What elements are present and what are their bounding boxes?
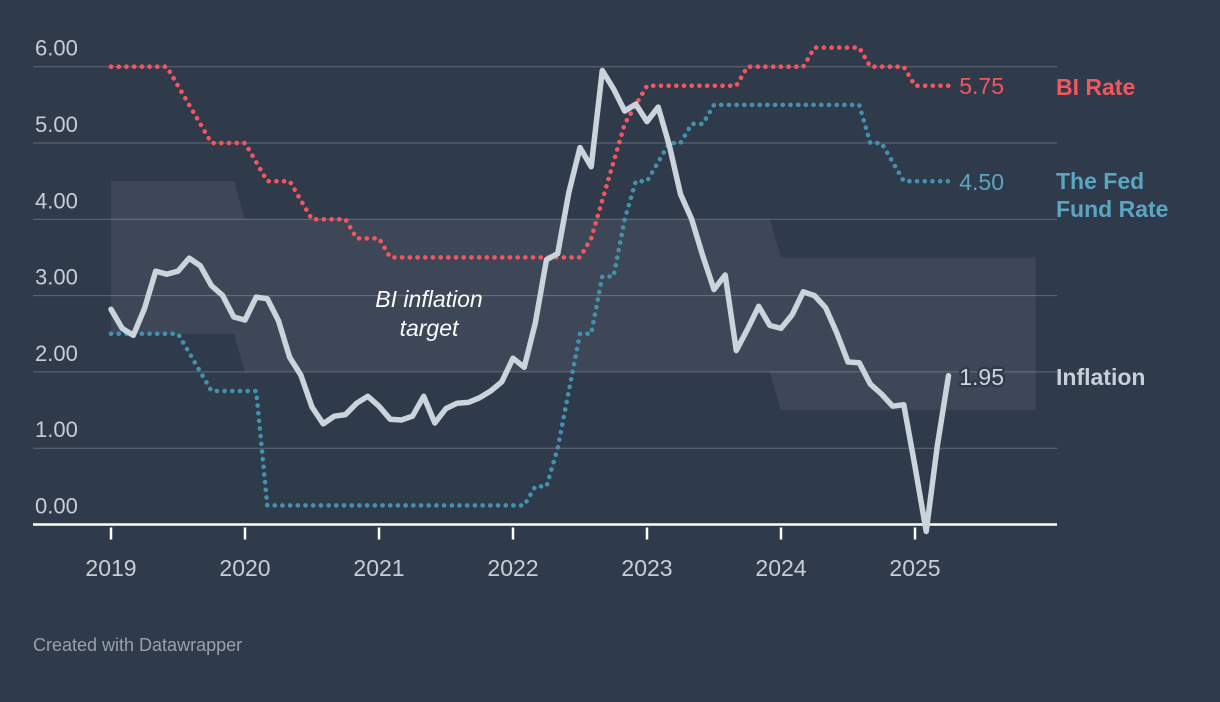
fed-fund-rate-line xyxy=(108,102,951,508)
inflation-value-label: 1.95 xyxy=(959,364,1004,390)
legend-inflation: Inflation xyxy=(1056,364,1145,390)
y-tick-label: 3.00 xyxy=(35,265,78,290)
x-tick-label: 2019 xyxy=(85,555,136,581)
y-tick-label: 1.00 xyxy=(35,417,78,442)
x-tick-label: 2020 xyxy=(219,555,270,581)
band-annotation-line2: target xyxy=(400,315,460,341)
fed-rate-value-label: 4.50 xyxy=(959,169,1004,195)
legend-fed-rate-line2: Fund Rate xyxy=(1056,196,1168,222)
datawrapper-credit: Created with Datawrapper xyxy=(33,635,242,655)
inflation-target-band xyxy=(111,181,1036,411)
x-tick-label: 2022 xyxy=(487,555,538,581)
inflation-line xyxy=(108,67,952,535)
y-tick-label: 4.00 xyxy=(35,188,78,213)
x-axis-layer: 2019 2020 2021 2022 2023 2024 2025 xyxy=(33,523,1057,581)
x-tick-label: 2024 xyxy=(755,555,806,581)
x-tick-label: 2025 xyxy=(889,555,940,581)
legend-bi-rate: BI Rate xyxy=(1056,74,1135,100)
band-annotation-line1: BI inflation xyxy=(375,286,482,312)
x-tick-label: 2023 xyxy=(621,555,672,581)
legend-fed-rate-line1: The Fed xyxy=(1056,168,1144,194)
y-tick-label: 2.00 xyxy=(35,341,78,366)
bi-rate-value-label: 5.75 xyxy=(959,73,1004,99)
y-grid-layer: 0.00 1.00 2.00 3.00 4.00 5.00 6.00 xyxy=(33,36,1057,525)
y-tick-label: 5.00 xyxy=(35,112,78,137)
x-tick-label: 2021 xyxy=(353,555,404,581)
y-tick-label: 0.00 xyxy=(35,494,78,519)
y-tick-label: 6.00 xyxy=(35,36,78,61)
